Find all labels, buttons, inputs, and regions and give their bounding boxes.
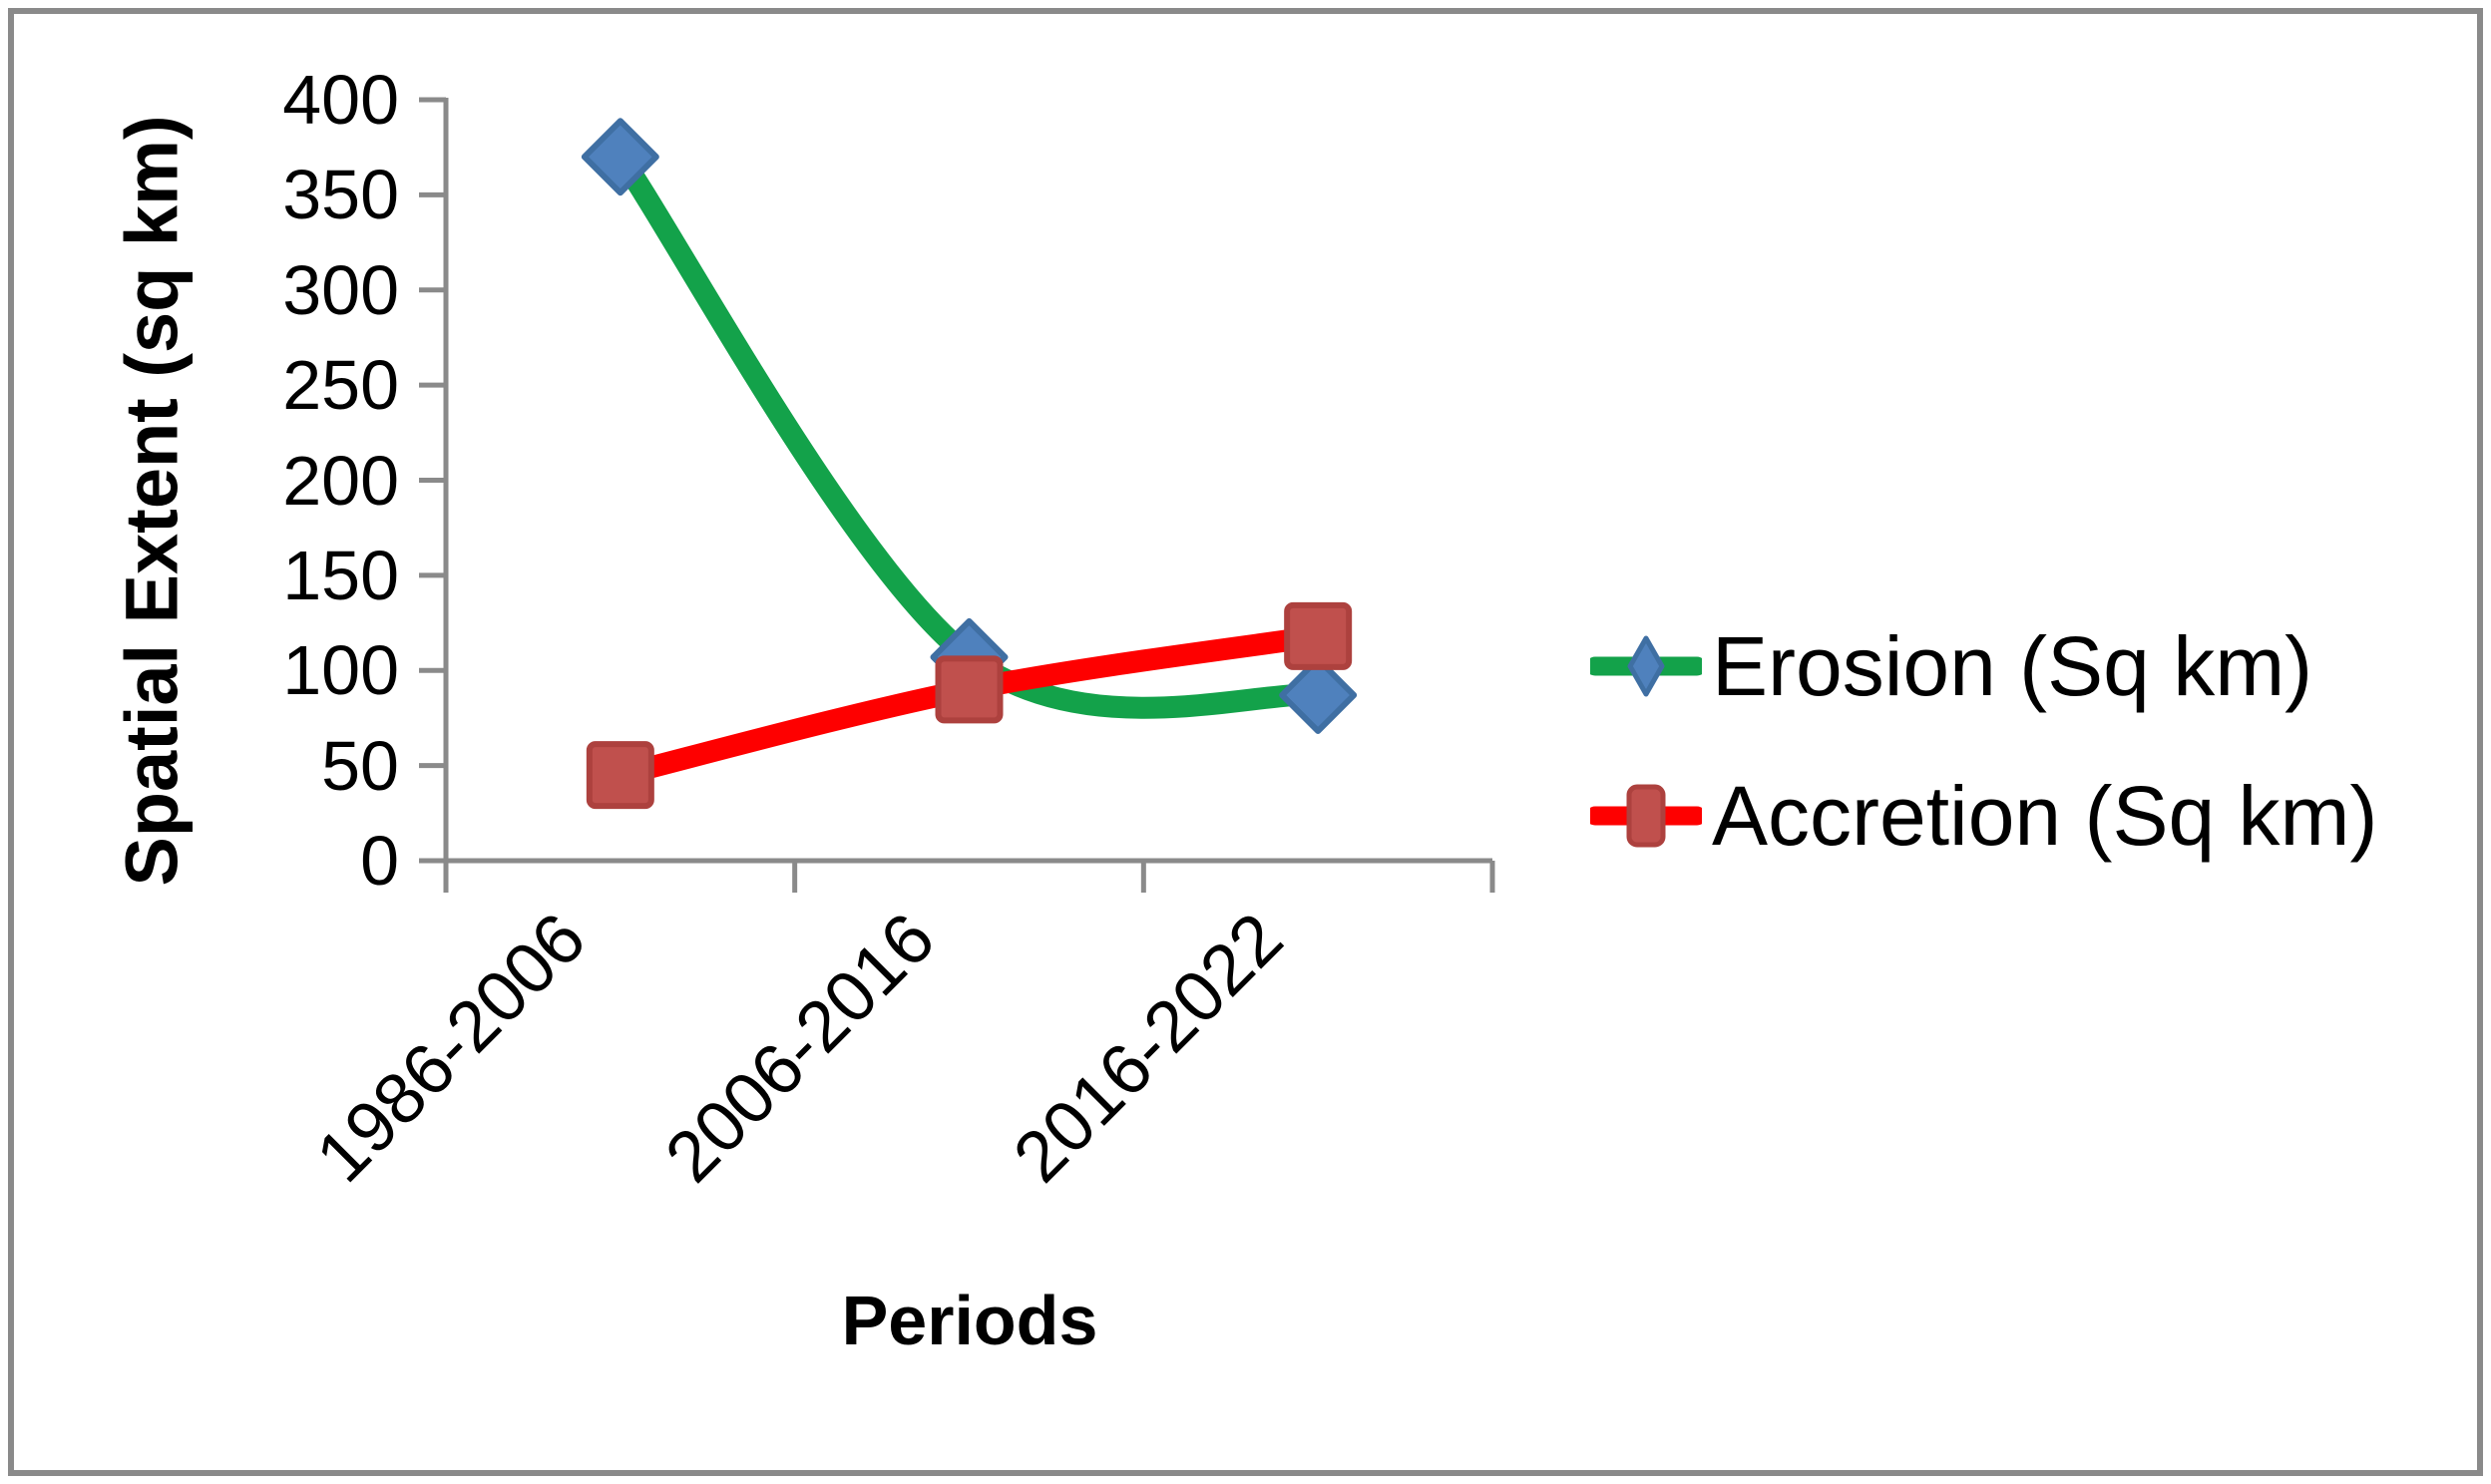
data-point-diamond — [1279, 656, 1358, 735]
chart-border — [8, 8, 2483, 1476]
y-tick-label: 100 — [282, 631, 399, 710]
accretion-legend-swatch — [1590, 784, 1702, 848]
legend-item-accretion: Accretion (Sq km) — [1590, 746, 2378, 886]
data-point-square — [1284, 601, 1353, 670]
legend-label-erosion: Erosion (Sq km) — [1712, 618, 2313, 713]
y-tick-label: 250 — [282, 346, 399, 425]
y-tick-label: 150 — [282, 536, 399, 614]
erosion-diamond-icon — [1627, 635, 1665, 697]
legend-item-erosion: Erosion (Sq km) — [1590, 596, 2312, 736]
data-point-square — [586, 741, 654, 810]
y-tick-label: 350 — [282, 156, 399, 234]
accretion-square-icon — [1626, 784, 1666, 848]
data-point-diamond — [581, 118, 659, 196]
legend-label-accretion: Accretion (Sq km) — [1712, 768, 2378, 863]
y-tick-label: 200 — [282, 441, 399, 520]
y-tick-label: 50 — [321, 726, 399, 805]
y-tick-label: 0 — [360, 822, 399, 900]
y-tick-label: 300 — [282, 250, 399, 329]
series-line-0 — [609, 146, 1330, 719]
erosion-legend-swatch — [1590, 635, 1702, 697]
y-tick-label: 400 — [282, 61, 399, 139]
data-point-square — [935, 655, 1004, 724]
x-axis-title: Periods — [841, 1282, 1098, 1359]
